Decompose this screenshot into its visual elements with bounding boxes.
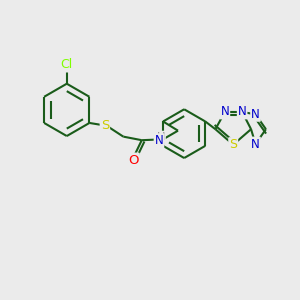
Text: Cl: Cl xyxy=(61,58,73,71)
Text: O: O xyxy=(128,154,139,166)
Text: N: N xyxy=(251,108,260,121)
Text: S: S xyxy=(229,138,237,151)
Text: N: N xyxy=(238,106,247,118)
Text: H: H xyxy=(157,132,165,142)
Text: N: N xyxy=(220,106,229,118)
Text: S: S xyxy=(101,119,109,132)
Text: N: N xyxy=(251,138,260,151)
Text: N: N xyxy=(154,134,164,147)
